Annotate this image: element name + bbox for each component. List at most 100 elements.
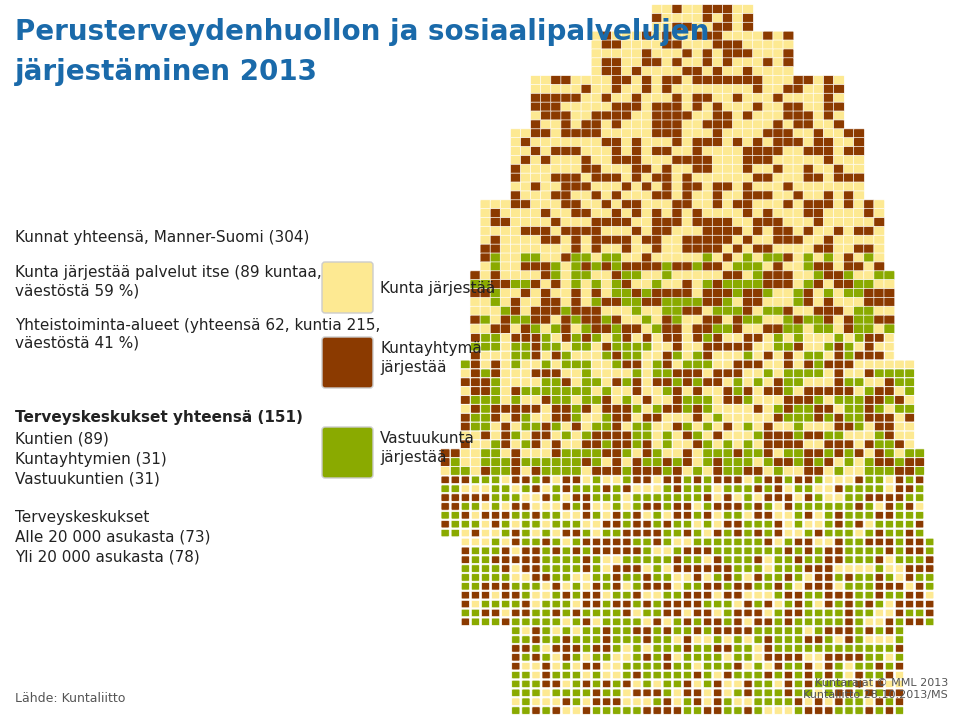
FancyBboxPatch shape — [743, 235, 754, 245]
FancyBboxPatch shape — [865, 521, 874, 528]
FancyBboxPatch shape — [844, 218, 854, 227]
FancyBboxPatch shape — [834, 351, 844, 360]
FancyBboxPatch shape — [632, 324, 642, 334]
FancyBboxPatch shape — [712, 14, 723, 23]
FancyBboxPatch shape — [633, 396, 641, 404]
FancyBboxPatch shape — [884, 396, 894, 404]
FancyBboxPatch shape — [704, 601, 711, 608]
FancyBboxPatch shape — [552, 653, 561, 661]
FancyBboxPatch shape — [804, 618, 813, 626]
FancyBboxPatch shape — [632, 297, 642, 307]
FancyBboxPatch shape — [471, 538, 480, 546]
FancyBboxPatch shape — [693, 583, 702, 590]
FancyBboxPatch shape — [471, 583, 480, 590]
FancyBboxPatch shape — [733, 707, 742, 715]
FancyBboxPatch shape — [743, 244, 754, 254]
FancyBboxPatch shape — [492, 494, 500, 501]
FancyBboxPatch shape — [641, 191, 653, 200]
FancyBboxPatch shape — [632, 244, 642, 254]
FancyBboxPatch shape — [815, 653, 823, 661]
FancyBboxPatch shape — [804, 440, 813, 448]
FancyBboxPatch shape — [794, 386, 804, 395]
FancyBboxPatch shape — [684, 538, 691, 546]
FancyBboxPatch shape — [824, 449, 833, 458]
FancyBboxPatch shape — [773, 191, 783, 200]
FancyBboxPatch shape — [835, 503, 843, 510]
FancyBboxPatch shape — [563, 653, 570, 661]
FancyBboxPatch shape — [896, 583, 903, 590]
FancyBboxPatch shape — [713, 378, 723, 386]
FancyBboxPatch shape — [632, 271, 642, 280]
FancyBboxPatch shape — [702, 173, 713, 183]
FancyBboxPatch shape — [793, 244, 804, 254]
FancyBboxPatch shape — [754, 547, 762, 554]
FancyBboxPatch shape — [845, 503, 853, 510]
FancyBboxPatch shape — [441, 494, 449, 501]
FancyBboxPatch shape — [481, 538, 490, 546]
FancyBboxPatch shape — [491, 396, 500, 404]
FancyBboxPatch shape — [571, 386, 581, 395]
FancyBboxPatch shape — [623, 485, 631, 492]
FancyBboxPatch shape — [904, 440, 914, 448]
FancyBboxPatch shape — [692, 76, 703, 85]
FancyBboxPatch shape — [804, 342, 813, 351]
FancyBboxPatch shape — [833, 76, 845, 85]
FancyBboxPatch shape — [875, 342, 884, 351]
FancyBboxPatch shape — [692, 244, 703, 254]
FancyBboxPatch shape — [825, 574, 833, 581]
FancyBboxPatch shape — [492, 556, 500, 563]
FancyBboxPatch shape — [804, 494, 813, 501]
FancyBboxPatch shape — [693, 423, 703, 431]
FancyBboxPatch shape — [471, 618, 480, 626]
FancyBboxPatch shape — [853, 146, 865, 156]
FancyBboxPatch shape — [784, 494, 793, 501]
FancyBboxPatch shape — [884, 440, 894, 448]
FancyBboxPatch shape — [763, 111, 774, 121]
FancyBboxPatch shape — [733, 698, 742, 705]
FancyBboxPatch shape — [853, 280, 865, 289]
FancyBboxPatch shape — [722, 262, 733, 272]
FancyBboxPatch shape — [795, 494, 803, 501]
FancyBboxPatch shape — [795, 529, 803, 537]
FancyBboxPatch shape — [643, 538, 651, 546]
FancyBboxPatch shape — [684, 529, 691, 537]
FancyBboxPatch shape — [763, 351, 773, 360]
FancyBboxPatch shape — [612, 378, 621, 386]
FancyBboxPatch shape — [753, 49, 763, 58]
FancyBboxPatch shape — [885, 512, 894, 519]
FancyBboxPatch shape — [601, 315, 612, 325]
FancyBboxPatch shape — [702, 66, 713, 76]
FancyBboxPatch shape — [712, 297, 723, 307]
FancyBboxPatch shape — [652, 271, 662, 280]
FancyBboxPatch shape — [623, 601, 631, 608]
FancyBboxPatch shape — [643, 503, 651, 510]
FancyBboxPatch shape — [661, 129, 673, 138]
FancyBboxPatch shape — [712, 4, 723, 14]
FancyBboxPatch shape — [724, 538, 732, 546]
FancyBboxPatch shape — [875, 351, 884, 360]
FancyBboxPatch shape — [833, 271, 845, 280]
FancyBboxPatch shape — [864, 396, 874, 404]
FancyBboxPatch shape — [763, 423, 773, 431]
FancyBboxPatch shape — [540, 182, 552, 192]
FancyBboxPatch shape — [804, 698, 813, 705]
FancyBboxPatch shape — [743, 440, 753, 448]
FancyBboxPatch shape — [824, 324, 834, 334]
FancyBboxPatch shape — [743, 182, 754, 192]
FancyBboxPatch shape — [481, 476, 490, 484]
FancyBboxPatch shape — [551, 120, 562, 130]
FancyBboxPatch shape — [682, 93, 693, 103]
FancyBboxPatch shape — [703, 378, 712, 386]
FancyBboxPatch shape — [621, 129, 633, 138]
FancyBboxPatch shape — [743, 288, 754, 298]
FancyBboxPatch shape — [853, 200, 865, 210]
FancyBboxPatch shape — [461, 583, 469, 590]
FancyBboxPatch shape — [874, 306, 885, 316]
FancyBboxPatch shape — [592, 609, 601, 616]
FancyBboxPatch shape — [795, 636, 803, 643]
FancyBboxPatch shape — [470, 458, 480, 466]
FancyBboxPatch shape — [502, 565, 510, 572]
FancyBboxPatch shape — [682, 262, 693, 272]
FancyBboxPatch shape — [905, 503, 914, 510]
FancyBboxPatch shape — [662, 431, 672, 440]
